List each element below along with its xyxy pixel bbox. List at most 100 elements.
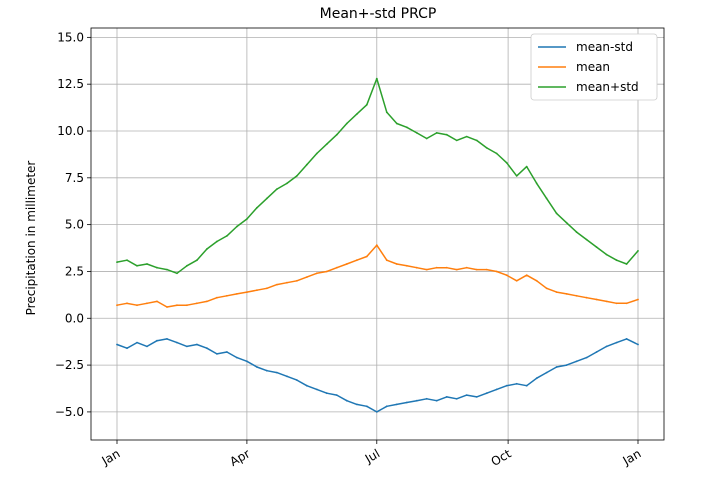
data-point-mean+std (395, 122, 398, 125)
data-point-mean (315, 272, 318, 275)
data-point-mean+std (385, 111, 388, 114)
y-tick-label: 2.5 (65, 264, 84, 278)
data-point-mean (286, 281, 288, 284)
series-line-mean-std (116, 338, 639, 413)
data-point-mean+std (216, 240, 218, 243)
data-point-mean (126, 302, 128, 305)
data-point-mean+std (535, 182, 538, 185)
data-point-mean+std (637, 250, 639, 252)
data-point-mean (475, 268, 478, 271)
data-point-mean-std (335, 394, 338, 396)
data-point-mean (335, 266, 338, 269)
data-point-mean+std (146, 263, 148, 265)
data-point-mean-std (176, 341, 178, 344)
data-point-mean+std (305, 163, 308, 166)
data-point-mean+std (515, 175, 518, 177)
data-point-mean-std (136, 341, 138, 344)
data-point-mean (296, 279, 298, 282)
data-point-mean-std (345, 399, 348, 402)
legend: mean-std mean mean+std (530, 33, 658, 101)
data-point-mean (615, 302, 618, 305)
data-point-mean (266, 287, 268, 290)
data-point-mean+std (266, 197, 268, 200)
data-point-mean+std (415, 132, 418, 134)
data-point-mean (206, 300, 208, 303)
y-tick-label: 10.0 (57, 124, 84, 138)
data-point-mean+std (625, 263, 628, 265)
data-point-mean (395, 263, 398, 265)
y-tick-label: 7.5 (65, 171, 84, 185)
data-point-mean+std (365, 103, 368, 106)
data-point-mean-std (305, 384, 308, 387)
data-point-mean (415, 266, 418, 269)
data-point-mean+std (435, 132, 438, 134)
y-tick-label: 12.5 (57, 77, 84, 91)
data-point-mean-std (425, 397, 428, 400)
data-point-mean-std (565, 364, 568, 366)
data-point-mean-std (615, 341, 618, 344)
series-line-mean (116, 244, 639, 308)
data-point-mean+std (565, 221, 568, 224)
data-point-mean-std (515, 382, 518, 385)
data-point-mean-std (525, 384, 528, 387)
data-point-mean-std (585, 356, 588, 359)
x-tick-label: Oct (489, 446, 514, 469)
data-point-mean (166, 306, 168, 308)
data-point-mean (595, 298, 598, 301)
data-point-mean+std (555, 212, 558, 215)
data-point-mean (345, 263, 348, 265)
data-point-mean-std (595, 351, 598, 353)
data-point-mean+std (465, 135, 468, 138)
legend-label-mean: mean (576, 60, 610, 74)
data-point-mean (515, 279, 518, 282)
data-point-mean-std (495, 388, 498, 391)
data-point-mean+std (575, 231, 578, 234)
data-point-mean-std (555, 366, 558, 368)
data-point-mean+std (286, 182, 288, 185)
data-point-mean+std (375, 77, 378, 80)
data-point-mean (637, 298, 639, 301)
y-tick-label: 5.0 (65, 218, 84, 232)
y-tick-label: −5.0 (55, 405, 84, 419)
data-point-mean (405, 264, 408, 267)
data-point-mean+std (126, 259, 128, 262)
data-point-mean+std (525, 165, 528, 168)
data-point-mean (435, 266, 438, 269)
data-point-mean-std (505, 384, 508, 387)
data-point-mean+std (296, 175, 298, 177)
data-point-mean+std (156, 266, 158, 269)
data-point-mean-std (116, 343, 118, 346)
data-point-mean+std (256, 206, 258, 209)
data-point-mean-std (276, 371, 278, 374)
data-point-mean+std (455, 139, 458, 142)
data-point-mean-std (186, 345, 188, 348)
data-point-mean+std (425, 137, 428, 140)
data-point-mean+std (276, 188, 278, 191)
data-point-mean-std (385, 405, 388, 408)
series-lines (116, 77, 639, 413)
data-point-mean+std (405, 126, 408, 129)
y-tick-label: −2.5 (55, 358, 84, 372)
data-point-mean-std (485, 392, 488, 395)
data-point-mean (495, 270, 498, 273)
data-point-mean (355, 259, 358, 262)
x-tick-label: Jul (362, 446, 382, 466)
data-point-mean+std (615, 259, 618, 262)
data-point-mean (575, 294, 578, 297)
data-point-mean-std (455, 397, 458, 400)
data-point-mean-std (535, 377, 538, 380)
data-point-mean (545, 287, 548, 290)
data-point-mean (555, 291, 558, 293)
data-point-mean (385, 259, 388, 262)
data-point-mean+std (595, 246, 598, 249)
data-point-mean (455, 268, 458, 271)
data-point-mean-std (156, 339, 158, 342)
y-tick-label: 0.0 (65, 311, 84, 325)
data-point-mean+std (196, 259, 198, 262)
data-point-mean-std (325, 392, 328, 395)
data-point-mean (226, 294, 228, 297)
data-point-mean+std (186, 264, 188, 267)
data-point-mean-std (286, 375, 288, 378)
